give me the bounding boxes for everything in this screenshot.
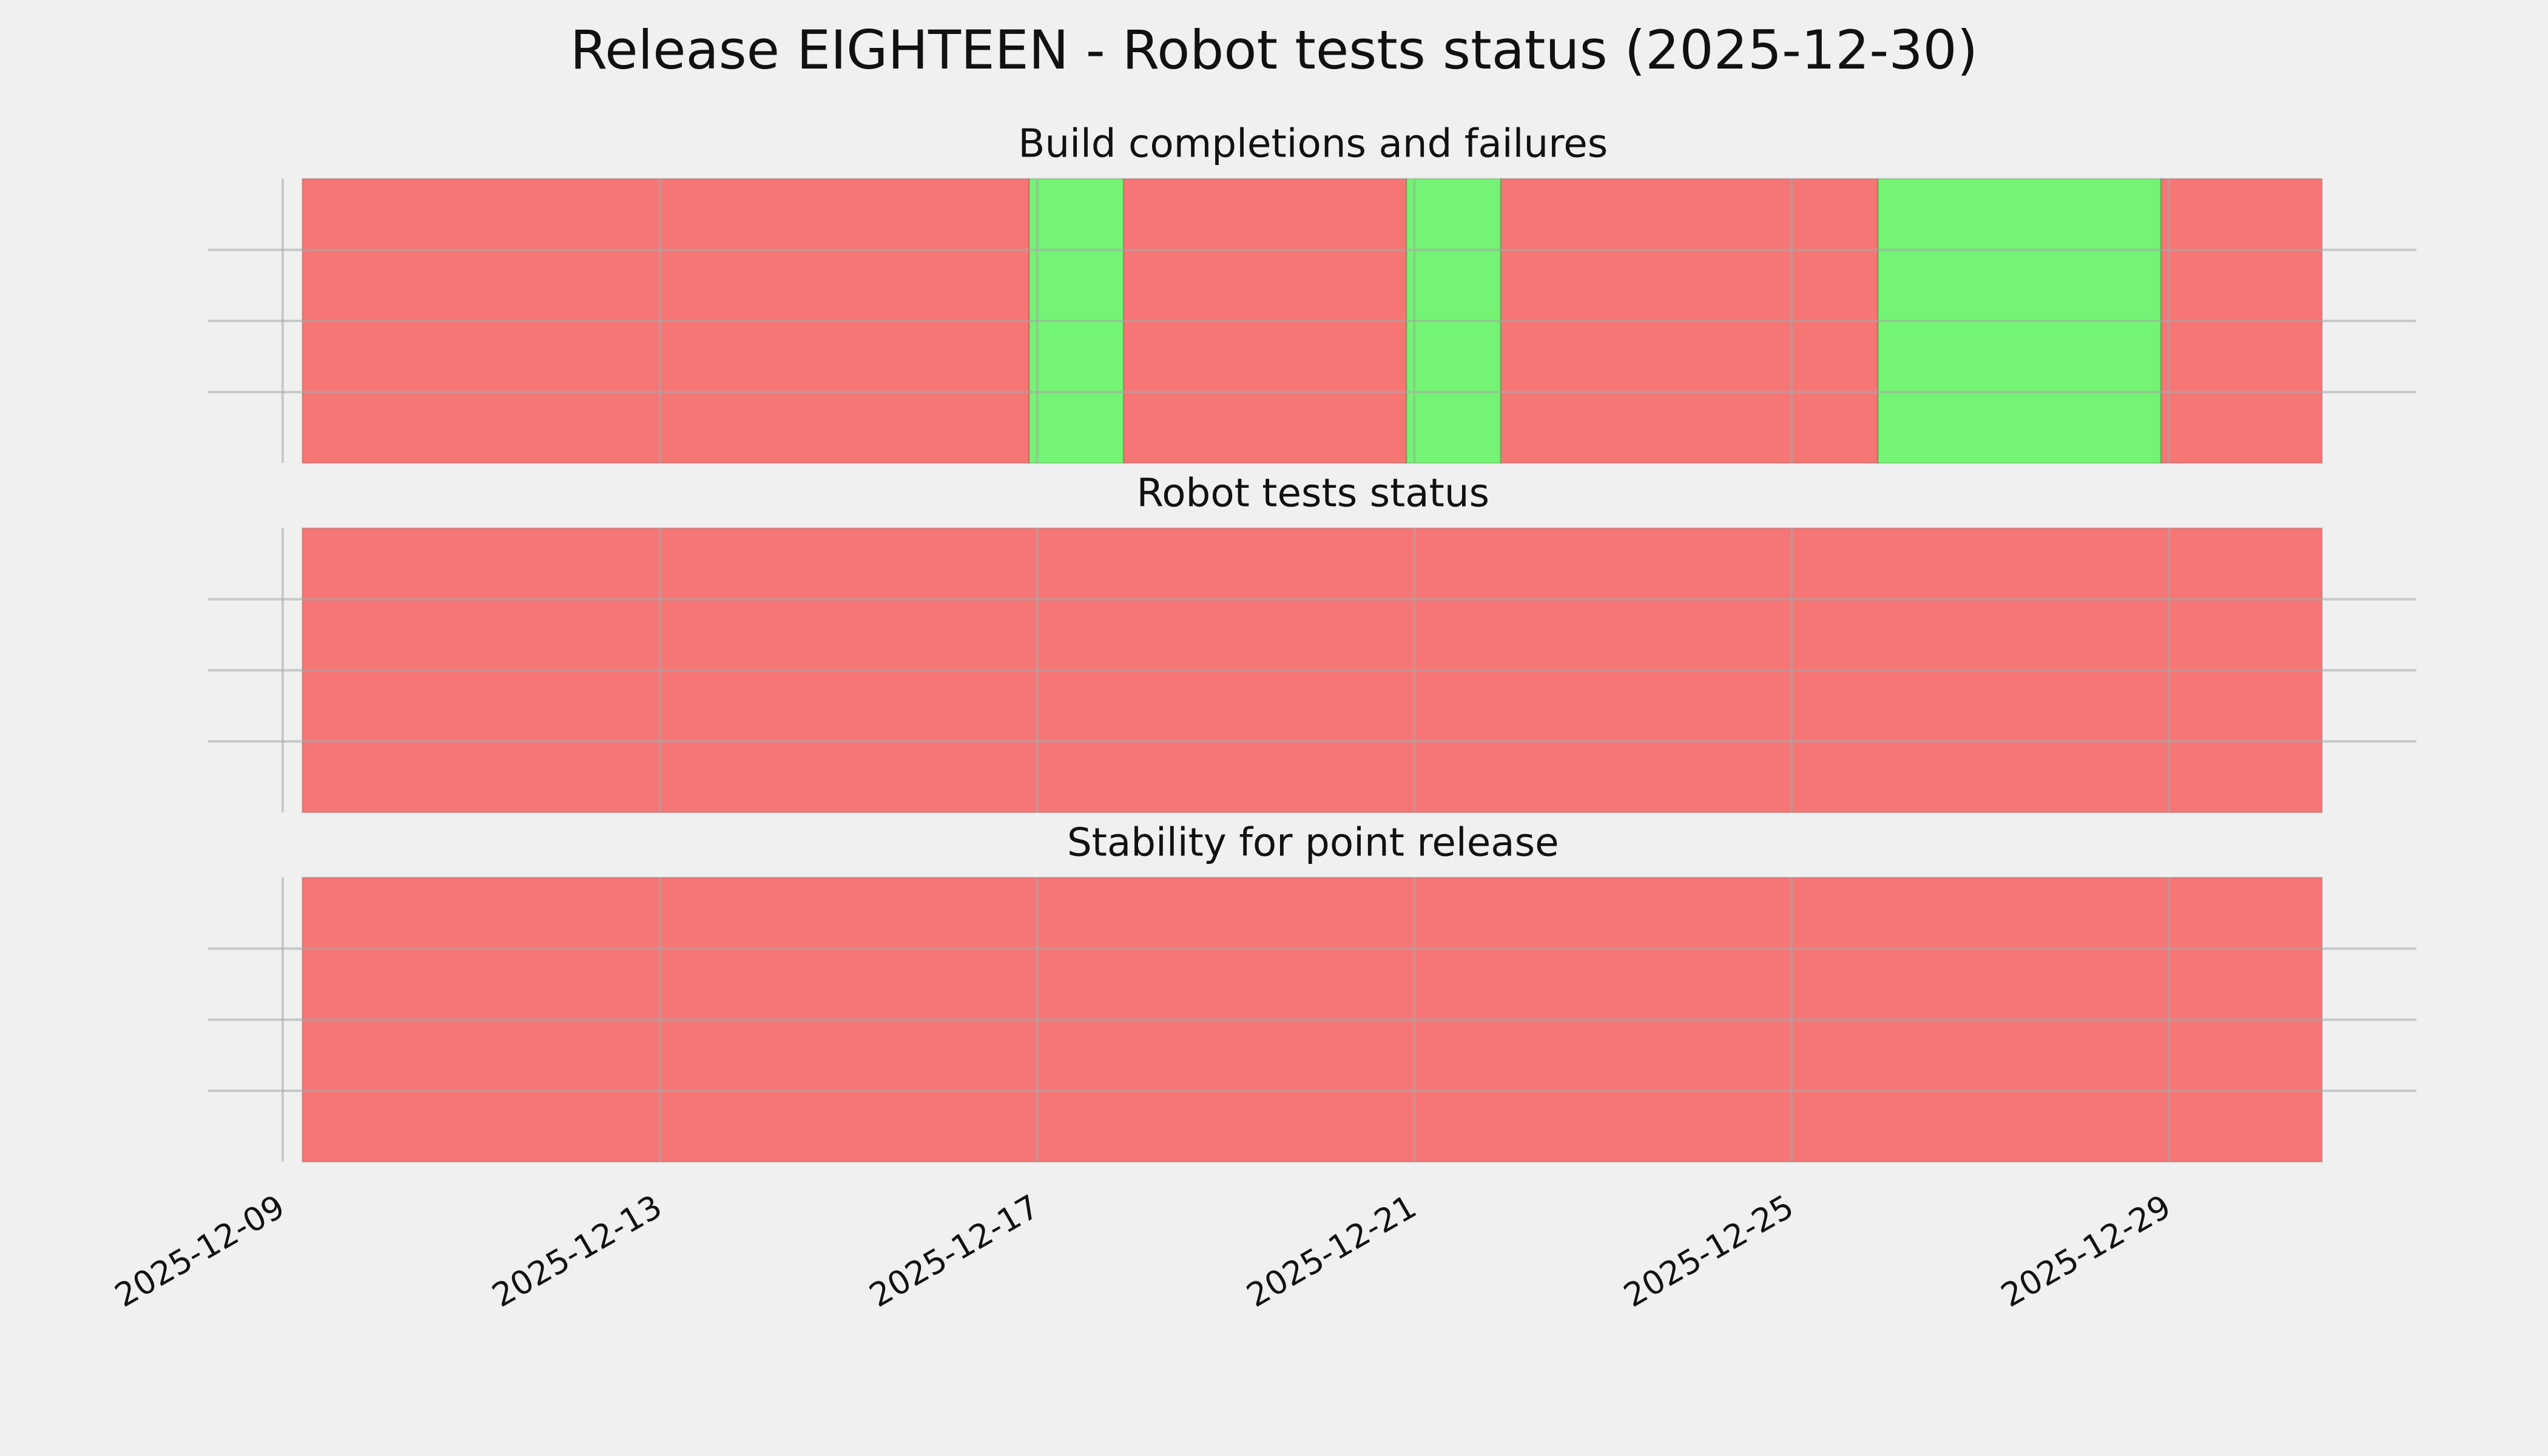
chart-title: Release EIGHTEEN - Robot tests status (2… [570,19,1978,81]
panel-title: Build completions and failures [1018,121,1608,167]
panel-title: Robot tests status [1136,471,1489,516]
panel-title: Stability for point release [1067,820,1559,865]
